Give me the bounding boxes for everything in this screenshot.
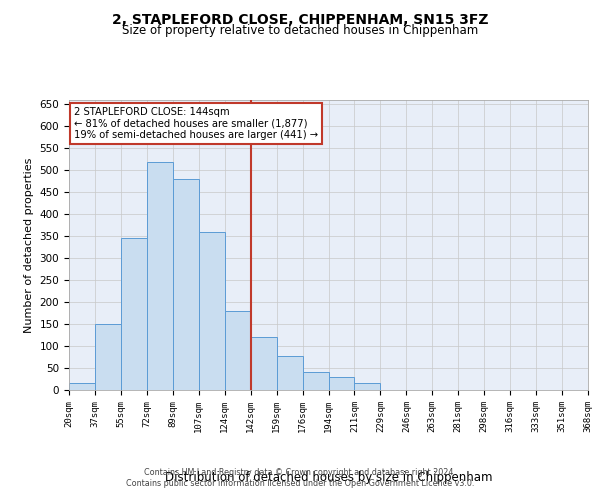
Bar <box>69 384 95 390</box>
Bar <box>173 179 199 390</box>
Bar <box>302 372 329 390</box>
Bar <box>121 238 147 390</box>
Bar <box>251 338 277 390</box>
Text: 2 STAPLEFORD CLOSE: 144sqm
← 81% of detached houses are smaller (1,877)
19% of s: 2 STAPLEFORD CLOSE: 144sqm ← 81% of deta… <box>74 106 318 140</box>
Bar <box>355 384 380 390</box>
Bar <box>277 356 302 390</box>
X-axis label: Distribution of detached houses by size in Chippenham: Distribution of detached houses by size … <box>165 471 492 484</box>
Bar <box>329 377 355 390</box>
Bar <box>225 311 251 390</box>
Bar <box>199 232 224 390</box>
Bar <box>95 324 121 390</box>
Text: 2, STAPLEFORD CLOSE, CHIPPENHAM, SN15 3FZ: 2, STAPLEFORD CLOSE, CHIPPENHAM, SN15 3F… <box>112 12 488 26</box>
Text: Contains HM Land Registry data © Crown copyright and database right 2024.
Contai: Contains HM Land Registry data © Crown c… <box>126 468 474 487</box>
Y-axis label: Number of detached properties: Number of detached properties <box>24 158 34 332</box>
Text: Size of property relative to detached houses in Chippenham: Size of property relative to detached ho… <box>122 24 478 37</box>
Bar <box>147 162 173 390</box>
